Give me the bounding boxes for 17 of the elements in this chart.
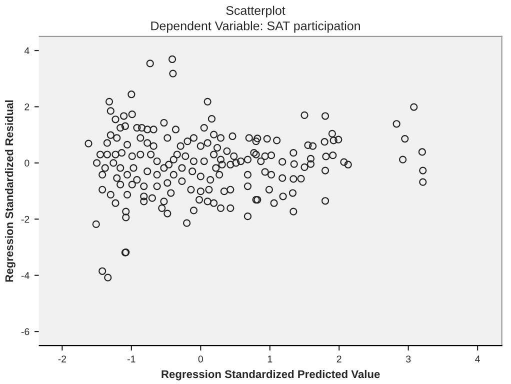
y-tick-label: -2 xyxy=(21,216,30,223)
y-tick-label: 2 xyxy=(24,103,30,110)
x-tick-label: 1 xyxy=(268,356,272,362)
y-tick-label: 4 xyxy=(24,47,30,54)
y-tick-label: -6 xyxy=(21,328,30,336)
chart-title: Scatterplot xyxy=(226,6,286,18)
y-tick-label: 0 xyxy=(24,160,30,167)
x-tick-label: -1 xyxy=(128,356,136,362)
x-axis-title: Regression Standardized Predicted Value xyxy=(162,370,380,380)
y-tick-label: -4 xyxy=(21,272,30,279)
x-tick-label: 2 xyxy=(336,356,342,362)
y-axis-title: Regression Standardized Residual xyxy=(5,100,16,282)
x-tick-label: -2 xyxy=(58,356,66,362)
x-tick-label: 0 xyxy=(198,356,203,362)
chart-subtitle: Dependent Variable: SAT participation xyxy=(151,21,360,33)
x-tick-label: 4 xyxy=(475,356,480,362)
x-tick-label: 3 xyxy=(406,356,411,362)
